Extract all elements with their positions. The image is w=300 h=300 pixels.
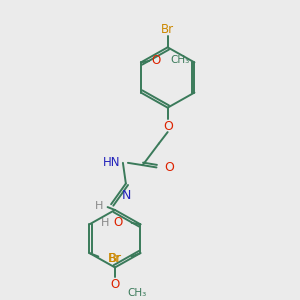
Text: H: H [95,201,103,211]
Text: O: O [164,161,174,174]
Text: O: O [110,278,120,291]
Text: H: H [101,218,110,228]
Text: CH₃: CH₃ [127,288,147,298]
Text: O: O [152,54,161,67]
Text: Br: Br [161,23,174,36]
Text: Br: Br [108,252,121,265]
Text: N: N [122,189,131,202]
Text: Br: Br [109,252,122,265]
Text: CH₃: CH₃ [170,56,190,65]
Text: HN: HN [103,156,120,169]
Text: O: O [113,216,122,229]
Text: O: O [164,120,173,133]
